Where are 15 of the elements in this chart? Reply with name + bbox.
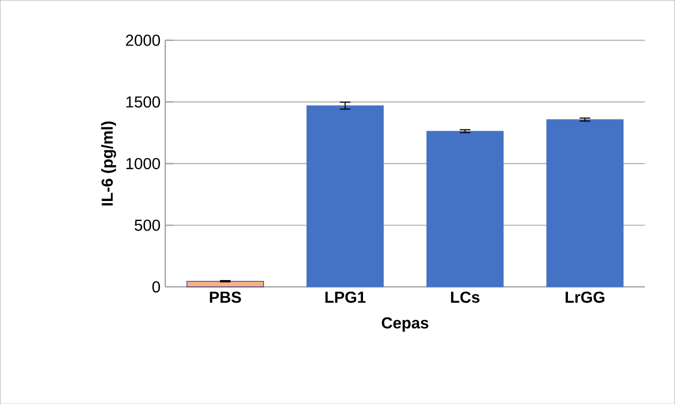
- y-axis-title: IL-6 (pg/ml): [101, 121, 116, 206]
- x-axis-title: Cepas: [382, 317, 428, 332]
- bar: [426, 130, 504, 288]
- x-tick-label: PBS: [210, 291, 241, 303]
- y-tick-label: 0: [152, 281, 160, 292]
- x-tick-label: LPG1: [325, 291, 366, 303]
- y-tick-label: 1500: [126, 96, 160, 108]
- y-tick-label: 2000: [126, 34, 160, 46]
- bar: [186, 280, 264, 288]
- bar: [546, 119, 624, 288]
- x-tick-label: LrGG: [566, 291, 604, 303]
- x-tick-label: LCs: [451, 291, 480, 303]
- y-tick-label: 500: [134, 219, 160, 231]
- bar: [306, 105, 384, 288]
- y-tick-label: 1000: [126, 158, 160, 170]
